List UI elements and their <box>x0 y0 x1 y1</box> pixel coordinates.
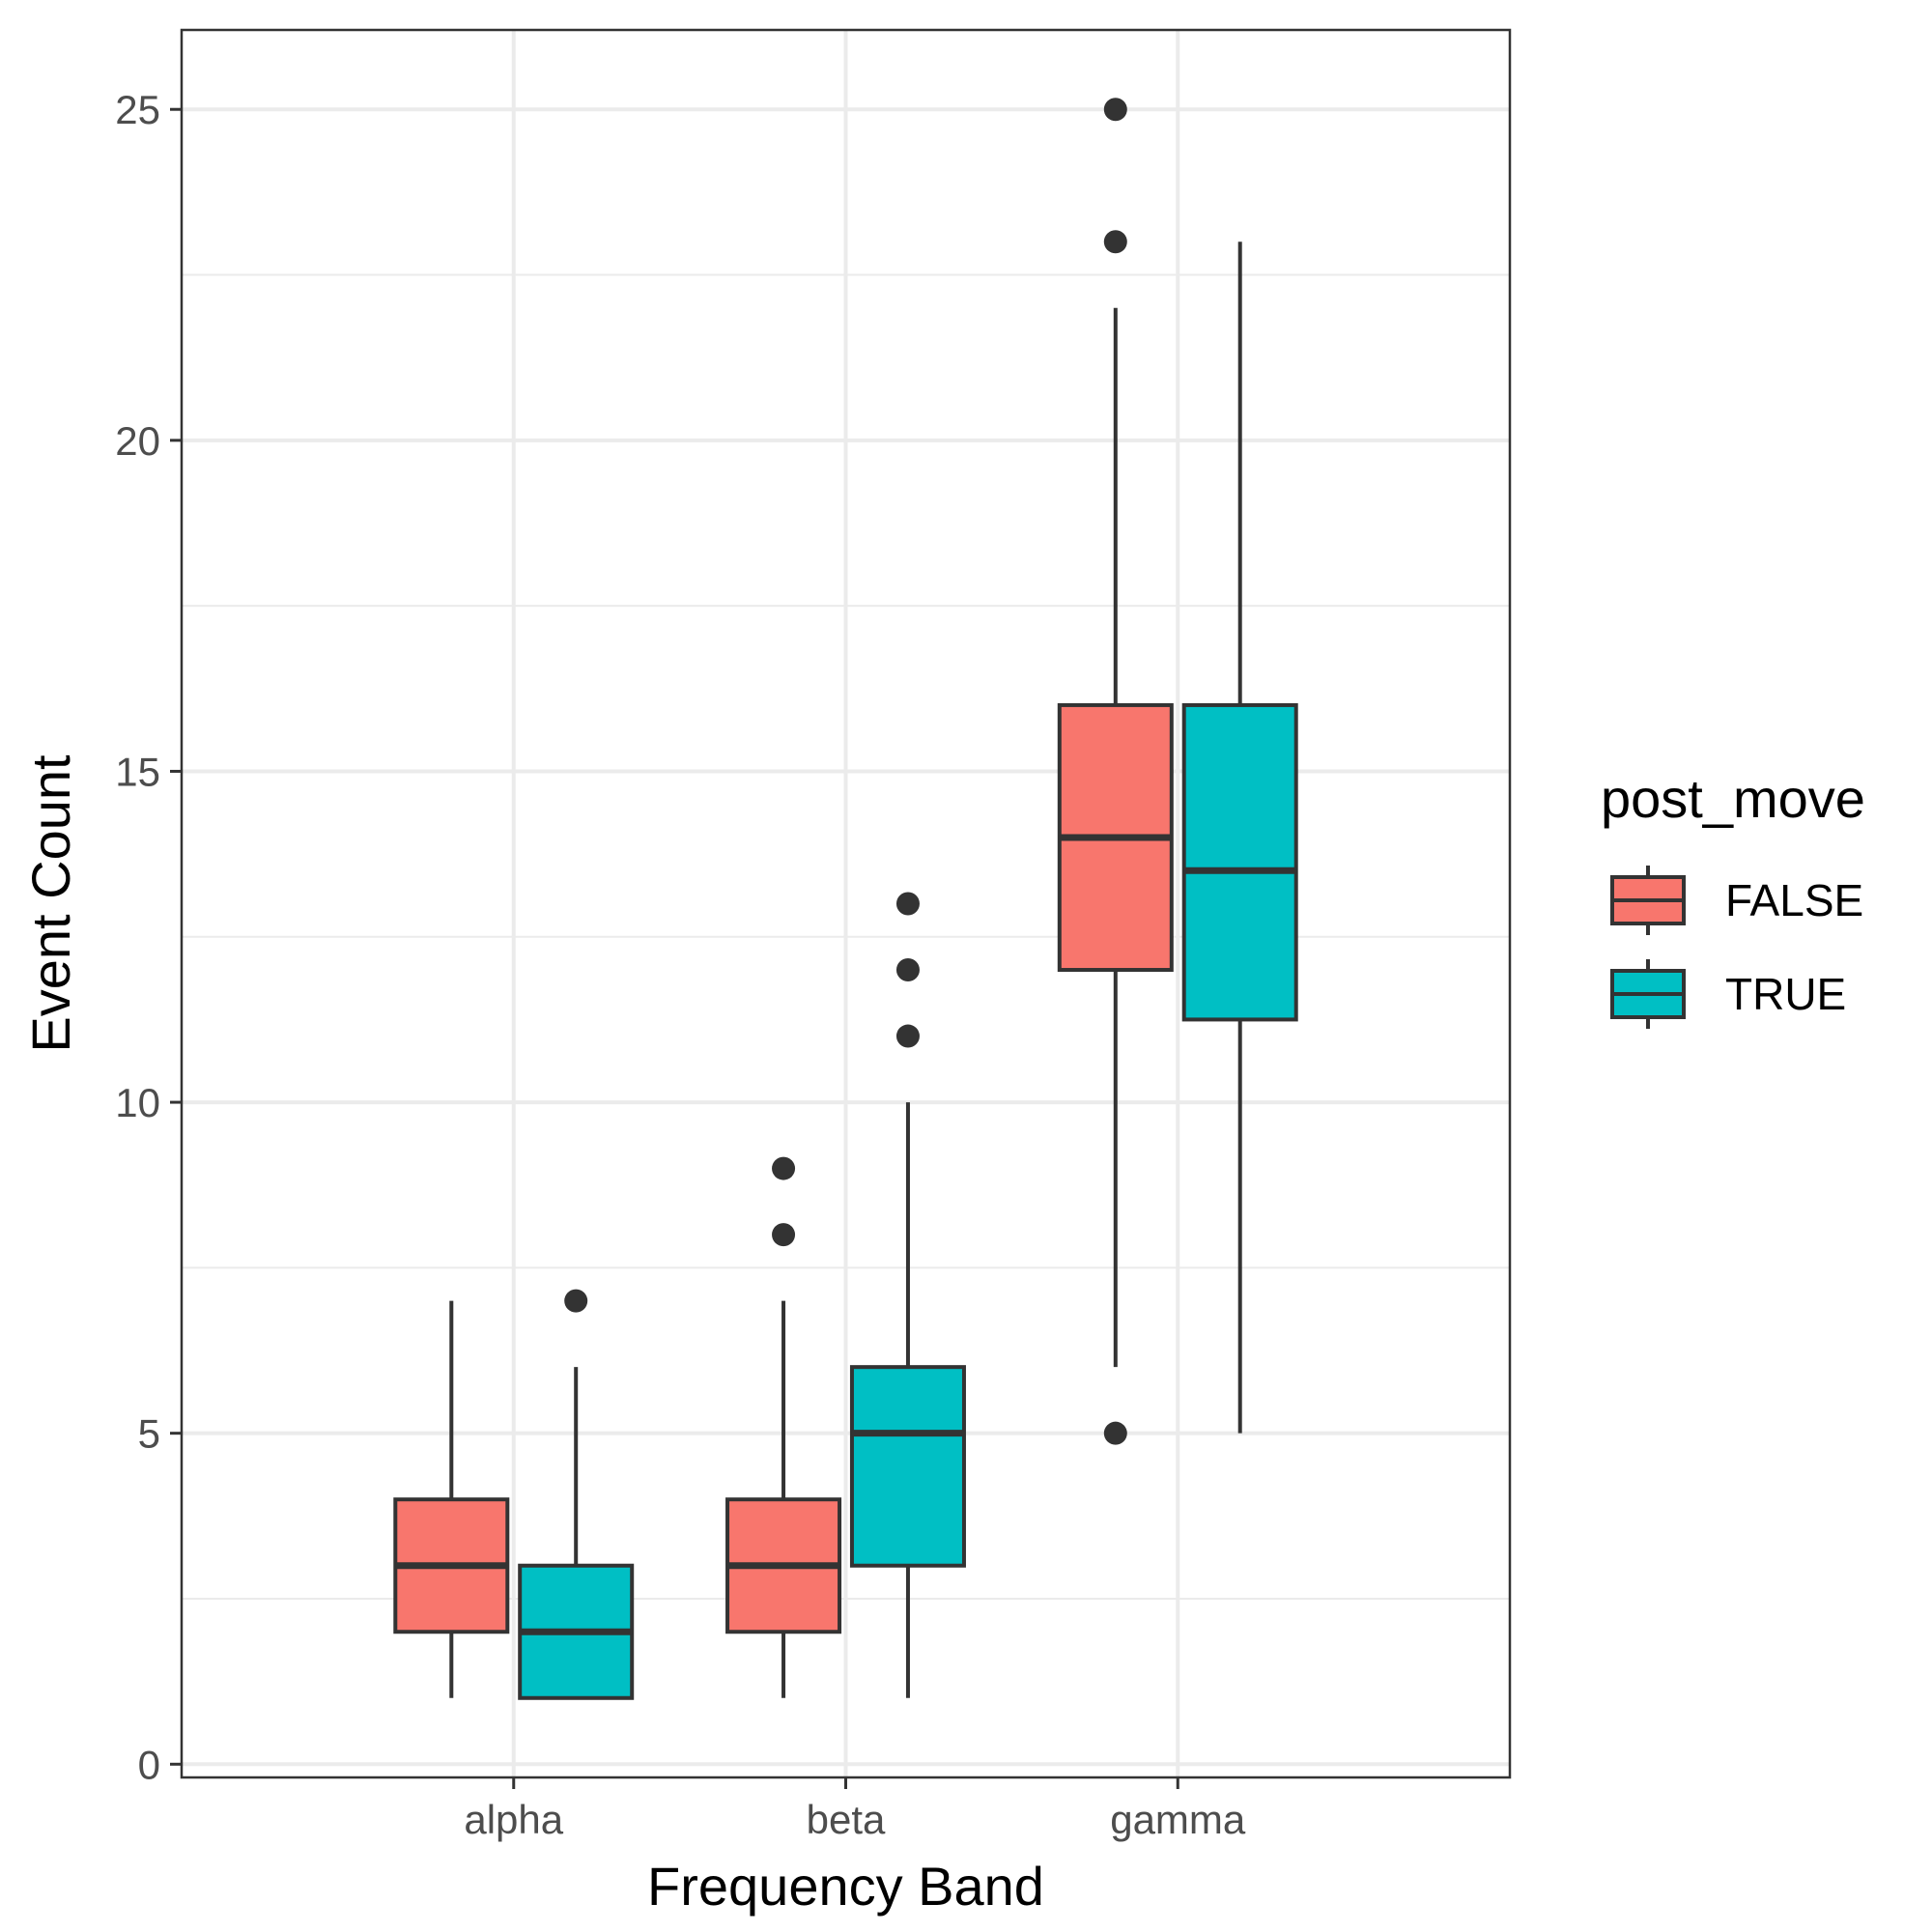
legend-label: TRUE <box>1725 969 1846 1019</box>
legend-key-TRUE: TRUE <box>1610 959 1846 1029</box>
box-iqr <box>1181 702 1298 1022</box>
legend-label: FALSE <box>1725 875 1863 925</box>
legend: post_move FALSE TRUE <box>1601 768 1865 1029</box>
outlier-point <box>1103 98 1127 122</box>
outlier-point <box>895 892 920 916</box>
outlier-point <box>564 1289 588 1313</box>
x-tick-label: beta <box>807 1797 886 1842</box>
box-gamma-TRUE <box>1181 242 1298 1434</box>
y-tick-label: 15 <box>115 749 160 794</box>
x-tick-label: gamma <box>1110 1797 1246 1842</box>
x-tick-label: alpha <box>464 1797 563 1842</box>
legend-title: post_move <box>1601 768 1865 829</box>
legend-key-FALSE: FALSE <box>1610 866 1863 935</box>
y-tick-label: 20 <box>115 418 160 464</box>
box-gamma-FALSE <box>1057 98 1174 1445</box>
y-tick-label: 25 <box>115 87 160 132</box>
x-axis-title: Frequency Band <box>647 1856 1044 1917</box>
outlier-point <box>772 1223 796 1247</box>
outlier-point <box>1103 230 1127 254</box>
y-axis-title: Event Count <box>20 754 81 1053</box>
box-layer <box>393 98 1298 1700</box>
legend-keys: FALSE TRUE <box>1610 866 1863 1029</box>
y-tick-label: 5 <box>138 1411 160 1457</box>
box-alpha-TRUE <box>518 1289 635 1700</box>
axes: 0 5 10 15 20 25 alpha beta gamma <box>115 87 1246 1842</box>
grid-lines <box>182 30 1510 1777</box>
y-tick-label: 0 <box>138 1742 160 1787</box>
outlier-point <box>895 1024 920 1048</box>
y-tick-label: 10 <box>115 1080 160 1125</box>
box-beta-TRUE <box>849 892 966 1698</box>
outlier-point <box>895 958 920 982</box>
box-alpha-FALSE <box>393 1300 510 1698</box>
box-beta-FALSE <box>725 1156 842 1698</box>
outlier-point <box>772 1156 796 1180</box>
box-iqr <box>849 1365 966 1568</box>
outlier-point <box>1103 1421 1127 1445</box>
